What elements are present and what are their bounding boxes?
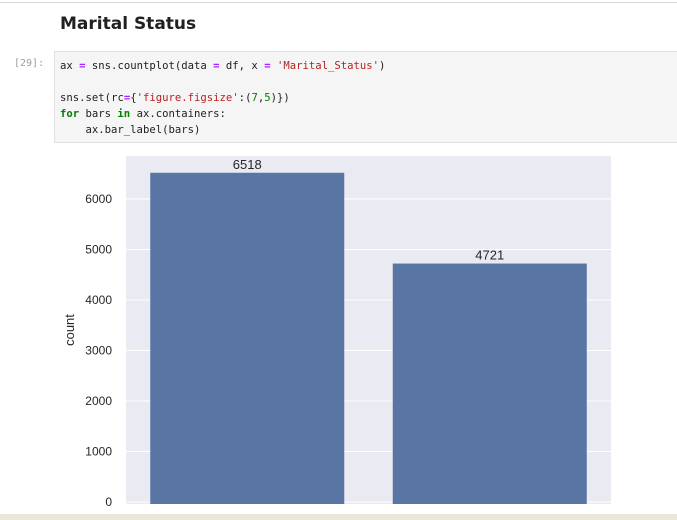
y-tick-label: 5000 xyxy=(85,242,112,256)
bottom-band xyxy=(0,514,677,520)
code-line-4: for bars in ax.containers: xyxy=(60,108,226,120)
y-tick-label: 1000 xyxy=(85,444,112,458)
bar-data-label: 6518 xyxy=(233,157,262,172)
y-tick-label: 0 xyxy=(105,495,112,509)
bars xyxy=(150,172,587,504)
y-tick-label: 3000 xyxy=(85,343,112,357)
y-tick-label: 6000 xyxy=(85,192,112,206)
code-token: for bars in ax.containers: xyxy=(60,108,226,120)
bar-data-label: 4721 xyxy=(475,248,504,263)
code-line-3: sns.set(rc={'figure.figsize':(7,5)}) xyxy=(60,92,290,104)
y-tick-labels: 0 1000 2000 3000 4000 5000 6000 xyxy=(85,192,112,509)
y-tick-label: 4000 xyxy=(85,293,112,307)
code-cell[interactable] xyxy=(54,51,677,143)
top-divider xyxy=(0,2,677,3)
code-token: sns.set(rc={'figure.figsize':(7,5)}) xyxy=(60,92,290,104)
code-editor[interactable]: ax = sns.countplot(data = df, x = 'Marit… xyxy=(60,58,385,138)
code-token: ax = sns.countplot(data = df, x = 'Marit… xyxy=(60,60,386,72)
code-line-1: ax = sns.countplot(data = df, x = 'Marit… xyxy=(60,60,385,72)
code-token: ax.bar_label(bars) xyxy=(60,124,201,136)
y-axis-label: count xyxy=(62,314,77,346)
cell-prompt: [29]: xyxy=(14,58,45,69)
section-heading: Marital Status xyxy=(60,14,197,34)
y-tick-label: 2000 xyxy=(85,394,112,408)
bar xyxy=(150,172,345,504)
bar xyxy=(392,263,587,504)
bar-data-labels: 6518 4721 xyxy=(233,157,504,263)
code-line-5: ax.bar_label(bars) xyxy=(60,124,201,136)
